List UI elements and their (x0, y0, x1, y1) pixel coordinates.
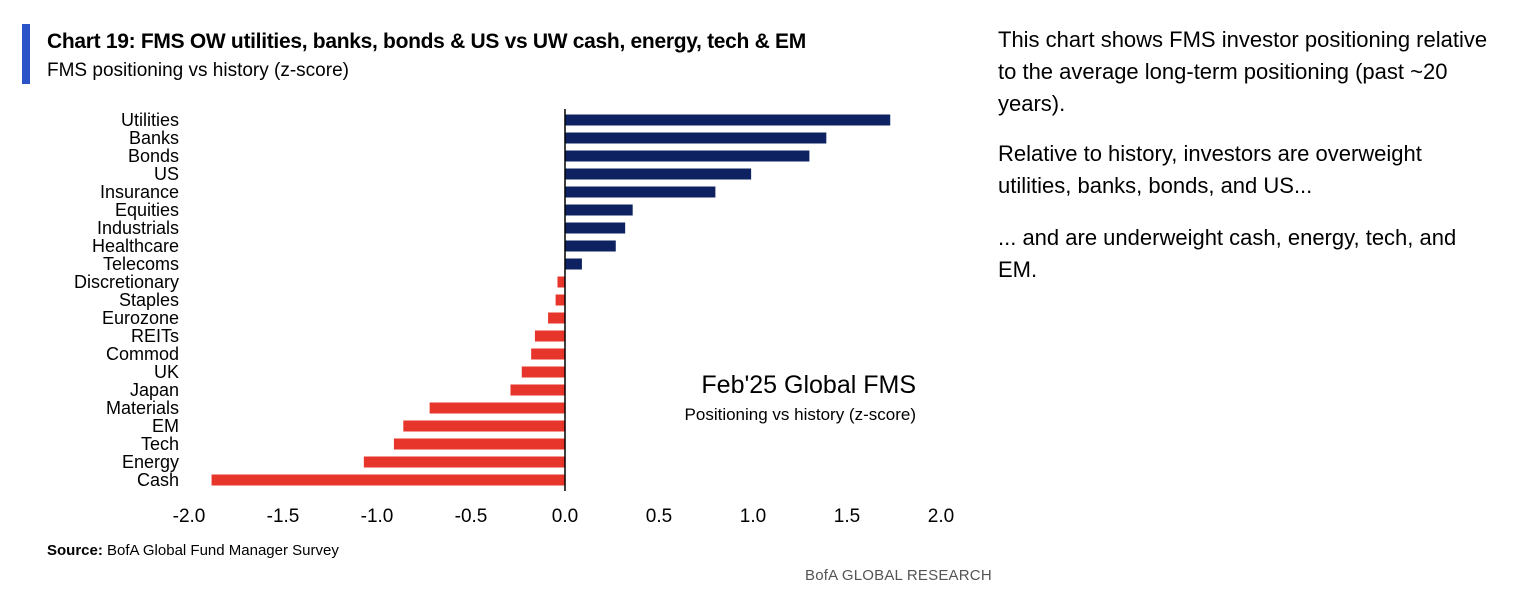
bar-em (403, 420, 565, 432)
x-tick-label: -1.5 (267, 506, 300, 527)
category-label-eurozone: Eurozone (102, 308, 179, 328)
bar-utilities (565, 114, 891, 126)
x-tick-label: -2.0 (173, 506, 206, 527)
chart-subtitle: FMS positioning vs history (z-score) (47, 60, 349, 81)
category-label-cash: Cash (137, 470, 179, 490)
category-label-em: EM (152, 416, 179, 436)
bar-industrials (565, 222, 626, 234)
bar-healthcare (565, 240, 616, 252)
brand-footer: BofA GLOBAL RESEARCH (805, 567, 992, 584)
chart-title: Chart 19: FMS OW utilities, banks, bonds… (47, 30, 806, 53)
category-label-reits: REITs (131, 326, 179, 346)
category-label-japan: Japan (130, 380, 179, 400)
category-label-industrials: Industrials (97, 218, 179, 238)
category-label-banks: Banks (129, 128, 179, 148)
source-label: Source: (47, 542, 103, 559)
bar-tech (393, 438, 565, 450)
x-tick-label: 0.5 (646, 506, 672, 527)
note-paragraph-2: Relative to history, investors are overw… (998, 141, 1422, 198)
category-label-energy: Energy (122, 452, 179, 472)
bar-us (565, 168, 752, 180)
annotation-title: Feb'25 Global FMS (701, 371, 916, 399)
bar-energy (363, 456, 565, 468)
category-label-materials: Materials (106, 398, 179, 418)
category-label-discretionary: Discretionary (74, 272, 179, 292)
x-tick-label: 1.0 (740, 506, 766, 527)
x-tick-label: -1.0 (361, 506, 394, 527)
bar-chart: UtilitiesBanksBondsUSInsuranceEquitiesIn… (74, 109, 954, 527)
note-paragraph-1: This chart shows FMS investor positionin… (998, 27, 1488, 116)
category-label-equities: Equities (115, 200, 179, 220)
title-accent-bar (22, 24, 30, 84)
note-paragraph-3: ... and are underweight cash, energy, te… (998, 225, 1457, 282)
bar-discretionary (557, 276, 565, 288)
bar-insurance (565, 186, 716, 198)
category-label-us: US (154, 164, 179, 184)
category-label-commod: Commod (106, 344, 179, 364)
source-text: BofA Global Fund Manager Survey (102, 542, 339, 559)
category-label-insurance: Insurance (100, 182, 179, 202)
source-note: Source: BofA Global Fund Manager Survey (47, 542, 339, 559)
x-tick-label: 1.5 (834, 506, 860, 527)
bar-commod (531, 348, 565, 360)
bar-japan (510, 384, 565, 396)
category-label-utilities: Utilities (121, 110, 179, 130)
bar-materials (429, 402, 565, 414)
category-label-telecoms: Telecoms (103, 254, 179, 274)
x-tick-label: 0.0 (552, 506, 578, 527)
bar-staples (555, 294, 565, 306)
bar-equities (565, 204, 633, 216)
x-tick-label: 2.0 (928, 506, 954, 527)
bar-uk (521, 366, 565, 378)
annotation-subtitle: Positioning vs history (z-score) (685, 405, 916, 424)
category-label-tech: Tech (141, 434, 179, 454)
category-label-healthcare: Healthcare (92, 236, 179, 256)
category-label-uk: UK (154, 362, 179, 382)
bar-bonds (565, 150, 810, 162)
category-label-bonds: Bonds (128, 146, 179, 166)
category-label-staples: Staples (119, 290, 179, 310)
bar-cash (211, 474, 565, 486)
bar-banks (565, 132, 827, 144)
bar-telecoms (565, 258, 582, 270)
x-tick-label: -0.5 (455, 506, 488, 527)
bar-eurozone (548, 312, 565, 324)
bar-reits (534, 330, 565, 342)
